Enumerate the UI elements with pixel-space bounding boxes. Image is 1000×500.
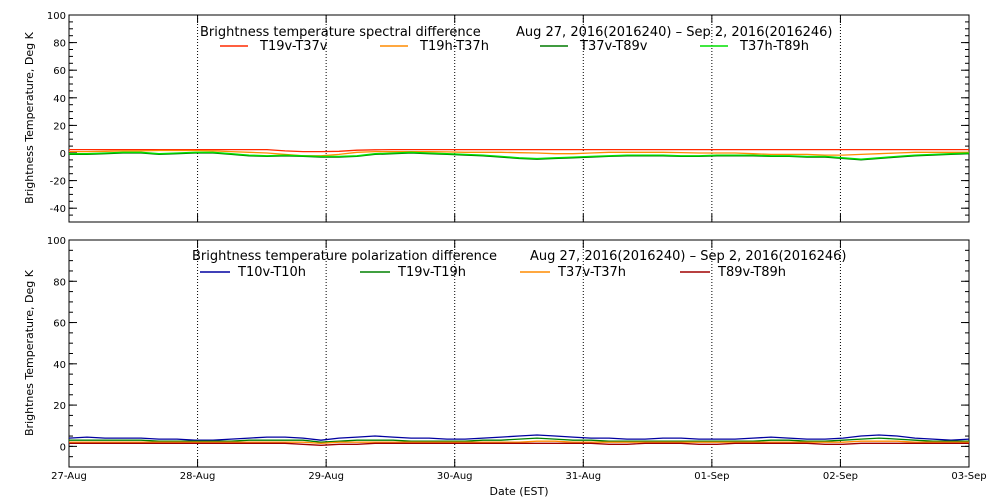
date-range: Aug 27, 2016(2016240) – Sep 2, 2016(2016… bbox=[530, 249, 847, 264]
y-tick-label: 80 bbox=[53, 277, 66, 288]
series-line bbox=[68, 434, 970, 441]
legend-label: T37v-T89v bbox=[579, 39, 648, 54]
y-tick-label: 20 bbox=[53, 401, 66, 412]
y-tick-label: 40 bbox=[53, 360, 66, 371]
y-tick-label: 0 bbox=[60, 442, 66, 453]
x-axis-label: Date (EST) bbox=[489, 485, 548, 498]
legend-label: T10v-T10h bbox=[237, 265, 306, 280]
series-line bbox=[69, 152, 970, 161]
y-tick-label: 0 bbox=[60, 149, 66, 160]
series-line bbox=[69, 442, 969, 446]
x-tick-label: 28-Aug bbox=[180, 471, 216, 482]
y-tick-label: -40 bbox=[50, 204, 66, 215]
series-line bbox=[69, 151, 970, 160]
x-tick-label: 02-Sep bbox=[823, 471, 858, 482]
legend-label: T37h-T89h bbox=[739, 39, 809, 54]
x-tick-label: 03-Sep bbox=[951, 471, 986, 482]
y-tick-label: 100 bbox=[47, 236, 66, 247]
x-tick-label: 27-Aug bbox=[51, 471, 87, 482]
y-tick-label: 80 bbox=[53, 39, 66, 50]
x-tick-label: 01-Sep bbox=[694, 471, 729, 482]
legend-label: T19v-T37v bbox=[259, 39, 328, 54]
y-tick-label: 100 bbox=[47, 11, 66, 22]
polarization-difference-panel: 0 20 40 60 80 100 Brightness temperature pola… bbox=[23, 236, 970, 468]
y-axis-label: Brightness Temperature, Deg K bbox=[23, 31, 36, 203]
y-axis-label: Brightnes Temperature, Deg K bbox=[23, 269, 36, 436]
y-tick-label: 20 bbox=[53, 121, 66, 132]
legend-label: T89v-T89h bbox=[717, 265, 786, 280]
x-axis: 27-Aug 28-Aug 29-Aug 30-Aug 31-Aug 01-Sep 02-S… bbox=[51, 471, 986, 482]
plot-frame bbox=[68, 239, 970, 468]
spectral-difference-panel: -40 -20 0 20 40 60 80 100 Brightness temperatur… bbox=[23, 11, 970, 223]
legend-label: T37v-T37h bbox=[557, 265, 626, 280]
y-tick-label: 40 bbox=[53, 94, 66, 105]
series-line bbox=[69, 148, 969, 153]
series-line bbox=[69, 437, 969, 443]
y-tick-label: -20 bbox=[50, 177, 66, 188]
date-range: Aug 27, 2016(2016240) – Sep 2, 2016(2016… bbox=[516, 25, 833, 40]
plot-frame bbox=[68, 14, 970, 223]
series-line bbox=[69, 149, 969, 157]
y-tick-label: 60 bbox=[53, 66, 66, 77]
x-tick-label: 31-Aug bbox=[565, 471, 601, 482]
series-line bbox=[69, 440, 969, 444]
chart-title: Brightness temperature polarization diff… bbox=[192, 249, 497, 264]
y-tick-label: 60 bbox=[53, 319, 66, 330]
x-tick-label: 30-Aug bbox=[437, 471, 473, 482]
legend-label: T19h-T37h bbox=[419, 39, 489, 54]
legend-label: T19v-T19h bbox=[397, 265, 466, 280]
chart-title: Brightness temperature spectral differen… bbox=[200, 25, 481, 40]
x-tick-label: 29-Aug bbox=[308, 471, 344, 482]
